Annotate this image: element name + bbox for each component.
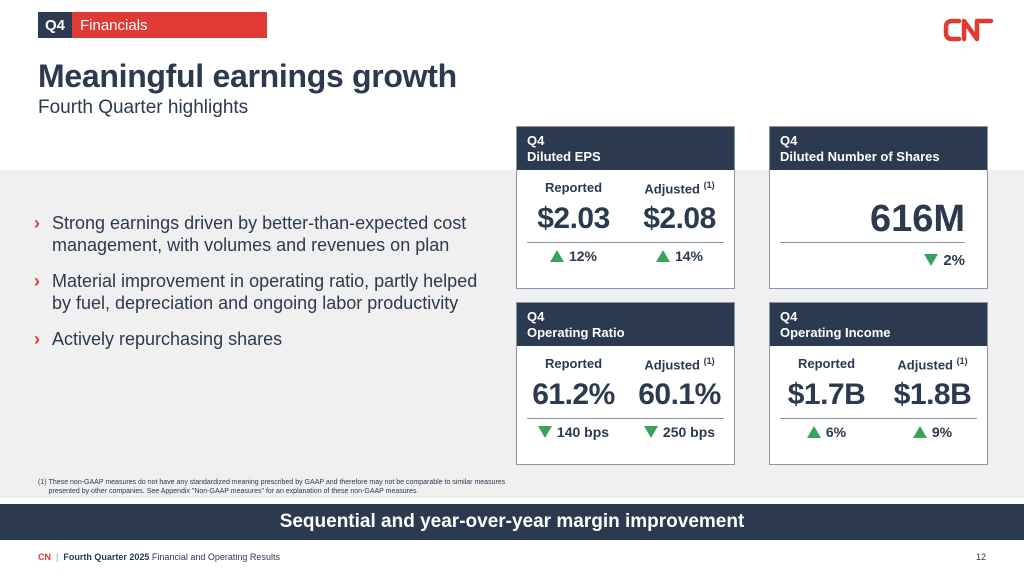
triangle-down-icon [537, 426, 552, 438]
cn-logo [943, 18, 994, 42]
footnote: (1) These non-GAAP measures do not have … [38, 478, 538, 496]
divider [527, 418, 724, 419]
list-item: › Material improvement in operating ratio… [34, 270, 494, 314]
footer: CN | Fourth Quarter 2025 Financial and O… [38, 552, 280, 562]
card-header: Q4 Operating Ratio [517, 303, 734, 346]
list-item: › Strong earnings driven by better-than-e… [34, 212, 494, 256]
list-item-text: Actively repurchasing shares [52, 329, 283, 349]
card-title: Operating Ratio [527, 325, 625, 340]
operating-income-card: Q4 Operating Income Reported $1.7B 6% Ad… [769, 302, 988, 465]
reported-value: $2.03 [537, 202, 610, 235]
chevron-right-icon: › [34, 271, 40, 291]
divider [780, 418, 977, 419]
card-header: Q4 Diluted EPS [517, 127, 734, 170]
card-title: Operating Income [780, 325, 891, 340]
adjusted-label: Adjusted (1) [644, 180, 715, 197]
operating-ratio-card: Q4 Operating Ratio Reported 61.2% 140 bp… [516, 302, 735, 465]
shares-change: 2% [924, 252, 965, 269]
card-quarter: Q4 [527, 309, 545, 324]
reported-change: 6% [774, 424, 879, 440]
summary-banner: Sequential and year-over-year margin imp… [0, 504, 1024, 540]
eps-card: Q4 Diluted EPS Reported $2.03 12% Adjust… [516, 126, 735, 289]
reported-change: 140 bps [521, 424, 626, 440]
footnote-text: These non-GAAP measures do not have any … [48, 479, 506, 495]
divider [780, 242, 965, 243]
page-title: Meaningful earnings growth [38, 58, 457, 94]
reported-value: $1.7B [787, 378, 866, 411]
triangle-up-icon [549, 250, 564, 262]
card-title: Diluted EPS [527, 149, 601, 164]
adjusted-change: 250 bps [627, 424, 732, 440]
triangle-up-icon [912, 426, 927, 438]
section-tag: Q4 Financials [38, 12, 267, 38]
shares-value: 616M [869, 198, 965, 240]
card-header: Q4 Diluted Number of Shares [770, 127, 987, 170]
card-header: Q4 Operating Income [770, 303, 987, 346]
card-quarter: Q4 [780, 309, 798, 324]
card-quarter: Q4 [527, 133, 545, 148]
reported-label: Reported [544, 180, 603, 195]
adjusted-label: Adjusted (1) [897, 356, 968, 373]
triangle-down-icon [643, 426, 658, 438]
reported-value: 61.2% [532, 378, 615, 411]
adjusted-value: $1.8B [893, 378, 972, 411]
page-number: 12 [975, 552, 986, 562]
adjusted-label: Adjusted (1) [644, 356, 715, 373]
section-tag-quarter: Q4 [38, 12, 72, 38]
list-item-text: Material improvement in operating ratio,… [52, 271, 478, 313]
adjusted-change: 9% [880, 424, 985, 440]
section-tag-label: Financials [72, 12, 267, 38]
triangle-up-icon [655, 250, 670, 262]
footer-document-title: Fourth Quarter 2025 Financial and Operat… [63, 552, 280, 562]
footer-brand: CN [38, 552, 51, 562]
footer-separator: | [56, 552, 59, 562]
chevron-right-icon: › [34, 213, 40, 233]
footnote-number: (1) [38, 479, 47, 486]
list-item-text: Strong earnings driven by better-than-ex… [52, 213, 467, 255]
triangle-down-icon [924, 254, 939, 266]
reported-label: Reported [797, 356, 856, 371]
list-item: › Actively repurchasing shares [34, 328, 494, 350]
chevron-right-icon: › [34, 329, 40, 349]
page-subtitle: Fourth Quarter highlights [38, 97, 249, 118]
adjusted-change: 14% [627, 248, 732, 264]
shares-card: Q4 Diluted Number of Shares 616M 2% [769, 126, 988, 289]
adjusted-value: 60.1% [638, 378, 721, 411]
triangle-up-icon [806, 426, 821, 438]
card-title: Diluted Number of Shares [780, 149, 940, 164]
card-quarter: Q4 [780, 133, 798, 148]
reported-label: Reported [544, 356, 603, 371]
highlights-list: › Strong earnings driven by better-than-e… [34, 212, 494, 364]
reported-change: 12% [521, 248, 626, 264]
adjusted-value: $2.08 [643, 202, 716, 235]
divider [527, 242, 724, 243]
